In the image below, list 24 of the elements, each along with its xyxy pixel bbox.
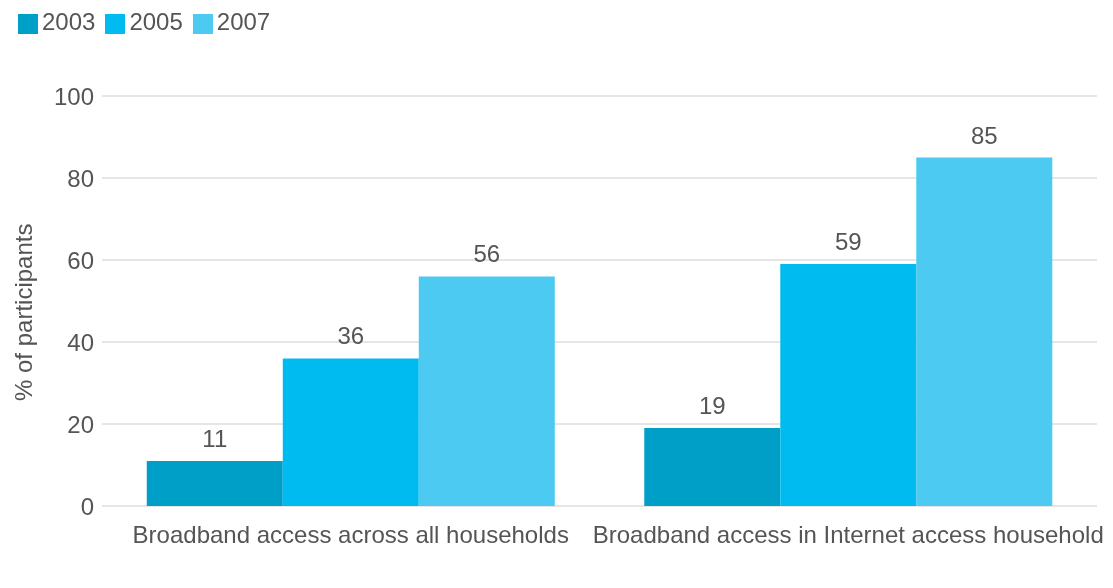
data-label: 59 bbox=[834, 228, 862, 256]
x-tick-label: Broadband access in Internet access household bbox=[592, 521, 1104, 549]
data-label: 19 bbox=[698, 392, 726, 420]
y-axis-title: % of participants bbox=[9, 223, 37, 401]
bar bbox=[418, 276, 555, 506]
legend-label: 2005 bbox=[129, 8, 183, 35]
bar bbox=[644, 428, 781, 506]
data-label: 11 bbox=[202, 424, 228, 452]
y-tick-label: 40 bbox=[67, 328, 94, 356]
y-tick-label: 80 bbox=[67, 164, 94, 192]
y-tick-label: 0 bbox=[80, 492, 94, 520]
y-tick-label: 100 bbox=[53, 82, 94, 110]
bar bbox=[282, 358, 419, 506]
bar bbox=[916, 157, 1053, 506]
data-label: 85 bbox=[970, 121, 998, 149]
bar bbox=[780, 264, 917, 506]
data-label: 56 bbox=[473, 240, 501, 268]
y-tick-label: 20 bbox=[67, 410, 94, 438]
bar bbox=[146, 460, 283, 506]
legend-label: 2003 bbox=[42, 8, 96, 35]
legend-label: 2007 bbox=[216, 8, 271, 35]
data-label: 36 bbox=[337, 322, 365, 350]
y-tick-label: 60 bbox=[67, 246, 94, 274]
x-tick-label: Broadband access across all households bbox=[132, 521, 569, 549]
